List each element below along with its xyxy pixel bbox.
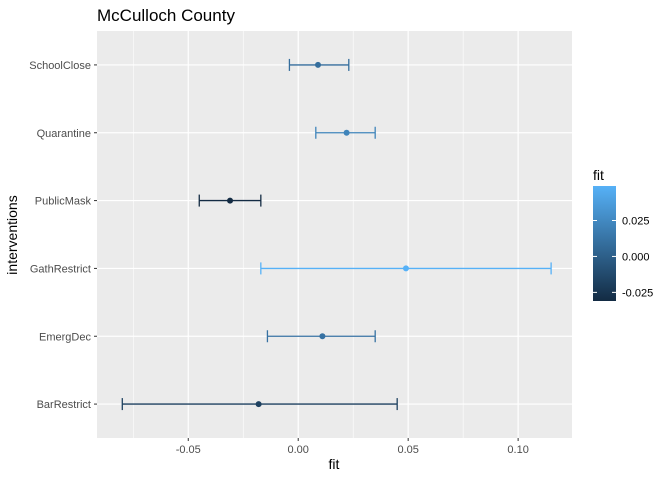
fit-point	[315, 61, 322, 68]
x-axis: -0.05 0.00 0.05 0.10	[176, 438, 529, 456]
legend-tick-label: 0.025	[622, 216, 650, 228]
error-bar-emergdec	[266, 330, 376, 343]
error-bar-quarantine	[315, 126, 376, 139]
x-axis-title: fit	[329, 456, 340, 472]
legend-colorbar	[593, 186, 616, 301]
error-bar-publicmask	[198, 194, 262, 207]
y-tick-label: EmergDec	[39, 331, 91, 343]
fit-point	[255, 401, 262, 408]
fit-point	[402, 265, 409, 272]
legend-ticks: 0.025 0.000 -0.025	[593, 216, 653, 299]
plot-panel	[97, 31, 572, 438]
error-bars	[121, 58, 552, 411]
error-bar-barrestrict	[121, 398, 398, 411]
legend-tick-label: -0.025	[622, 287, 653, 299]
error-bar-schoolclose	[288, 58, 350, 71]
y-axis-title: interventions	[4, 195, 20, 274]
x-tick-label: 0.00	[288, 444, 309, 456]
x-tick-label: -0.05	[176, 444, 201, 456]
error-bar-gathrestrict	[260, 262, 552, 275]
fit-point	[319, 333, 326, 340]
legend-title: fit	[593, 167, 604, 183]
y-tick-label: GathRestrict	[30, 263, 91, 275]
fit-point	[343, 129, 350, 136]
legend: fit 0.025 0.000 -0.025	[593, 167, 653, 301]
legend-tick-label: 0.000	[622, 251, 650, 263]
y-tick-label: BarRestrict	[37, 399, 91, 411]
y-tick-label: SchoolClose	[29, 60, 91, 72]
fit-point	[227, 197, 234, 204]
chart-title: McCulloch County	[97, 6, 235, 25]
y-tick-label: PublicMask	[35, 196, 92, 208]
y-tick-label: Quarantine	[37, 128, 91, 140]
x-tick-label: 0.10	[507, 444, 528, 456]
y-axis: SchoolClose Quarantine PublicMask GathRestr…	[29, 60, 97, 411]
x-tick-label: 0.05	[397, 444, 418, 456]
